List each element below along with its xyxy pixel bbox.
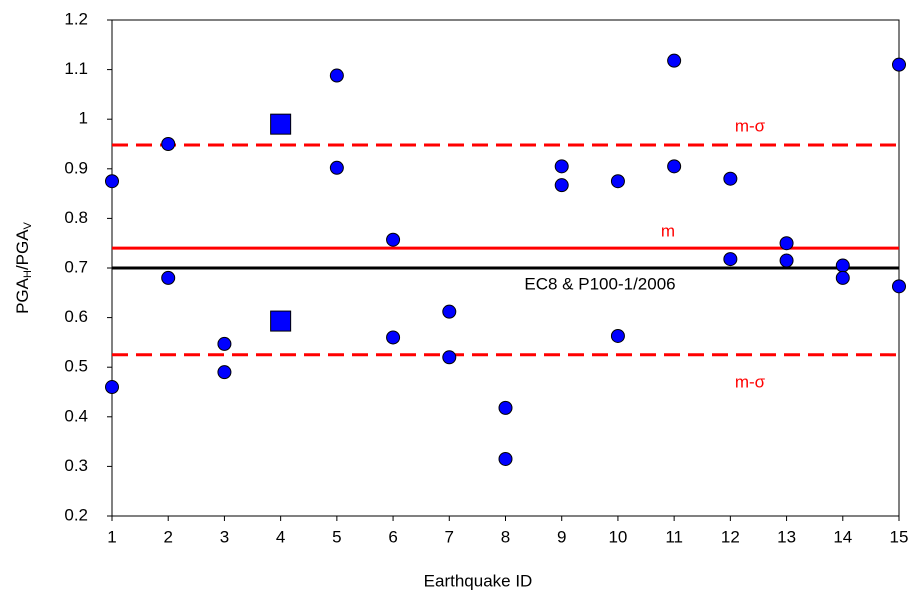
- x-tick-label: 13: [777, 527, 796, 546]
- point: [779, 236, 794, 251]
- point: [554, 178, 569, 193]
- x-tick-label: 10: [608, 527, 627, 546]
- point: [498, 451, 513, 466]
- point: [610, 174, 625, 189]
- x-tick-label: 5: [332, 527, 341, 546]
- y-tick-label: 1.1: [64, 59, 88, 78]
- point: [329, 160, 344, 175]
- y-tick-label: 0.2: [64, 505, 88, 524]
- y-tick-label: 0.6: [64, 307, 88, 326]
- point: [835, 258, 850, 273]
- y-tick-label: 0.7: [64, 257, 88, 276]
- x-tick-label: 6: [388, 527, 397, 546]
- point: [723, 252, 738, 267]
- x-tick-label: 11: [665, 527, 683, 546]
- point: [667, 159, 682, 174]
- point: [442, 350, 457, 365]
- y-tick-label: 0.3: [64, 456, 88, 475]
- point: [835, 270, 850, 285]
- point: [105, 380, 119, 395]
- x-tick-label: 4: [276, 527, 285, 546]
- point: [498, 400, 513, 415]
- x-tick-label: 2: [163, 527, 172, 546]
- point: [610, 328, 625, 343]
- point: [329, 68, 344, 83]
- x-axis-title: Earthquake ID: [424, 571, 533, 590]
- square-point: [270, 310, 292, 332]
- point: [217, 365, 232, 380]
- point: [386, 330, 401, 345]
- point: [892, 57, 906, 72]
- point: [161, 137, 176, 151]
- x-tick-label: 7: [445, 527, 454, 546]
- point: [386, 232, 401, 247]
- point: [779, 253, 794, 268]
- y-tick-label: 1.2: [64, 9, 88, 28]
- point: [667, 53, 682, 68]
- x-tick-label: 3: [220, 527, 229, 546]
- x-tick-label: 12: [721, 527, 740, 546]
- reference-label: m: [661, 222, 675, 241]
- x-tick-label: 14: [833, 527, 852, 546]
- y-tick-label: 0.8: [64, 208, 88, 227]
- y-axis-title: PGAH/PGAV: [13, 221, 33, 313]
- point: [161, 270, 176, 285]
- x-tick-label: 1: [107, 527, 116, 546]
- y-tick-label: 0.5: [64, 357, 88, 376]
- y-tick-label: 1: [79, 109, 88, 128]
- point: [442, 304, 457, 319]
- y-tick-label: 0.9: [64, 158, 88, 177]
- x-tick-label: 9: [557, 527, 566, 546]
- reference-label: m-σ: [735, 116, 766, 135]
- reference-label: m-σ: [735, 372, 766, 391]
- point: [892, 279, 906, 294]
- square-point: [270, 113, 292, 135]
- reference-label: EC8 & P100-1/2006: [524, 274, 675, 293]
- y-tick-label: 0.4: [64, 406, 88, 425]
- point: [105, 174, 119, 189]
- x-tick-label: 15: [890, 527, 909, 546]
- point: [723, 171, 738, 186]
- point: [217, 336, 232, 351]
- x-tick-label: 8: [501, 527, 510, 546]
- point: [554, 159, 569, 174]
